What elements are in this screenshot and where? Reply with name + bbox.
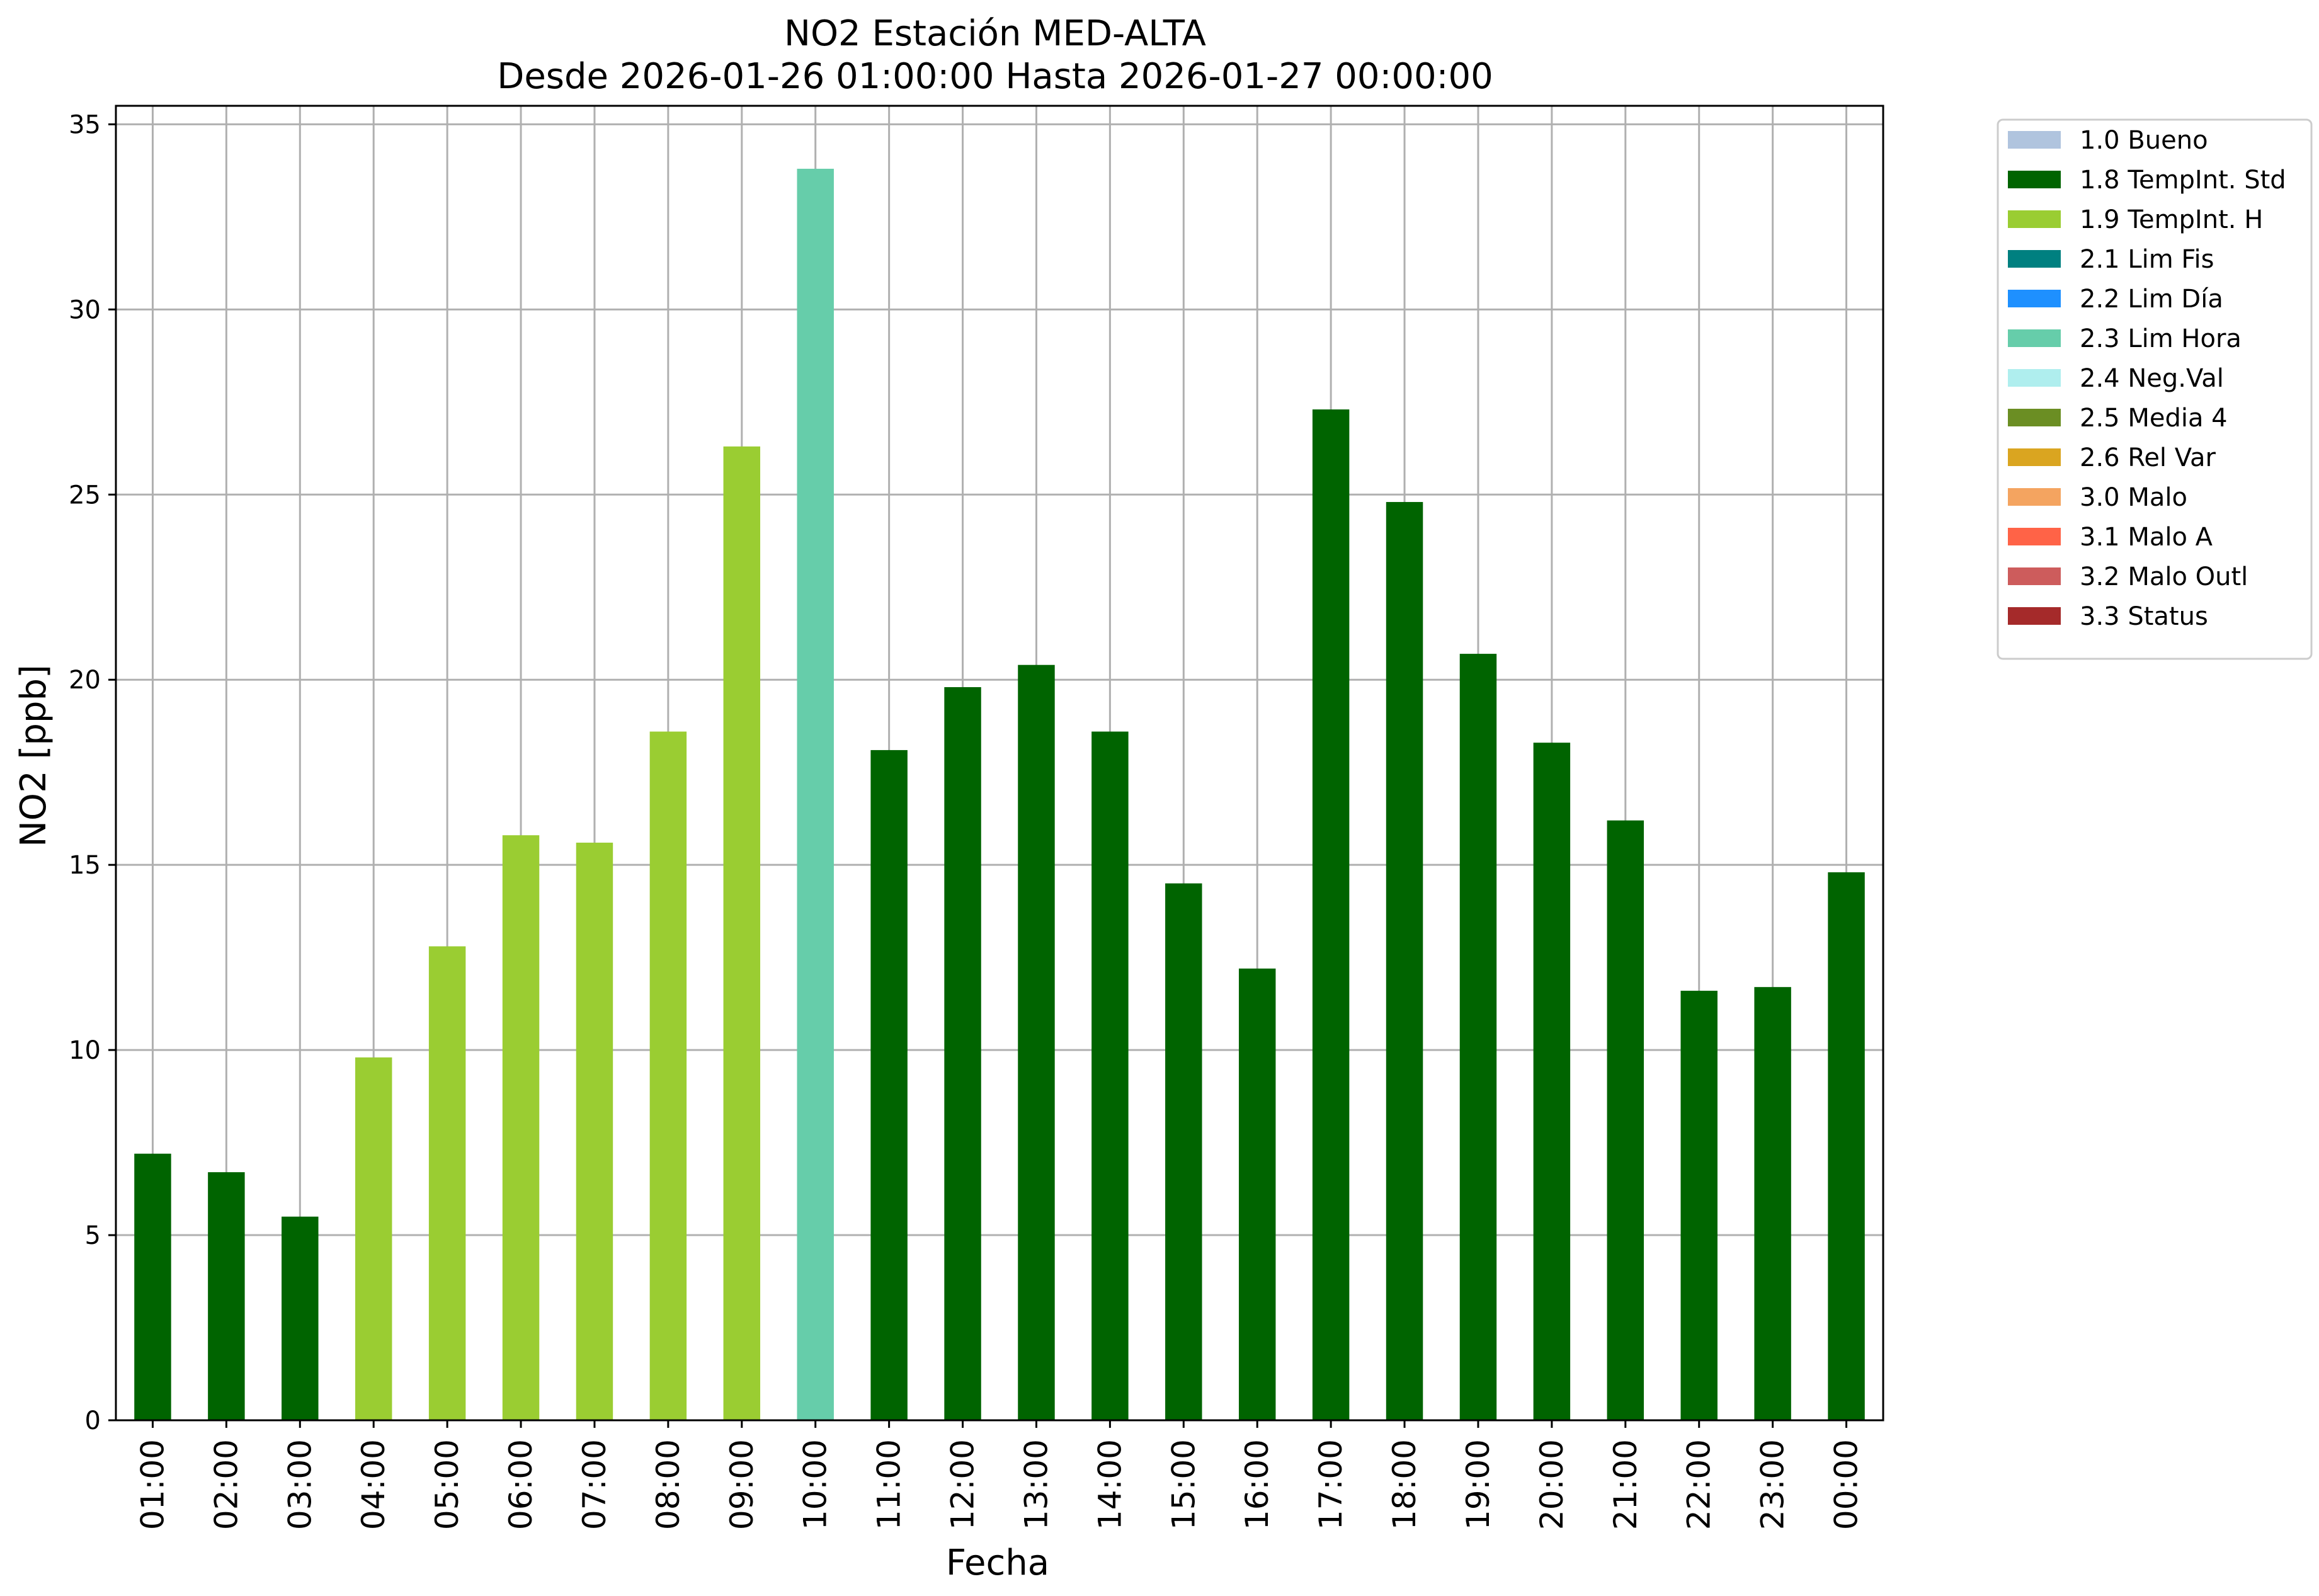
x-tick-label: 10:00 — [797, 1439, 834, 1530]
bar — [1533, 743, 1571, 1420]
legend-label: 1.9 TempInt. H — [2080, 205, 2263, 234]
bar — [1680, 991, 1718, 1420]
bar — [1607, 820, 1644, 1420]
x-tick-label: 13:00 — [1018, 1439, 1054, 1530]
x-tick-label: 15:00 — [1165, 1439, 1202, 1530]
x-tick-label: 04:00 — [355, 1439, 392, 1530]
y-tick-label: 5 — [85, 1221, 101, 1250]
y-axis-ticks: 0 5 10 15 20 25 30 35 — [69, 110, 116, 1435]
bar — [1312, 409, 1350, 1420]
legend-swatch — [2008, 329, 2061, 347]
legend-label: 1.0 Bueno — [2080, 126, 2208, 155]
y-tick-label: 30 — [69, 295, 101, 324]
x-tick-label: 07:00 — [576, 1439, 613, 1530]
bar — [1754, 987, 1791, 1420]
bars-group — [134, 168, 1865, 1420]
bar — [282, 1216, 319, 1420]
x-tick-label: 14:00 — [1091, 1439, 1128, 1530]
x-tick-label: 17:00 — [1313, 1439, 1349, 1530]
x-tick-label: 22:00 — [1681, 1439, 1718, 1530]
x-tick-label: 20:00 — [1534, 1439, 1570, 1530]
legend-label: 2.5 Media 4 — [2080, 404, 2228, 433]
legend-box — [1997, 118, 2313, 660]
legend-swatch — [2008, 369, 2061, 387]
legend-swatch — [2008, 528, 2061, 545]
x-axis-ticks: 01:00 02:00 03:00 04:00 05:00 06:00 07:00 08:00… — [134, 1420, 1865, 1530]
legend-label: 3.1 Malo A — [2080, 523, 2213, 552]
bar — [1386, 502, 1423, 1420]
bar — [208, 1172, 245, 1420]
legend: 1.0 Bueno 1.8 TempInt. Std 1.9 TempInt. H 2… — [1997, 118, 2313, 660]
x-tick-label: 21:00 — [1607, 1439, 1644, 1530]
bar — [134, 1153, 171, 1420]
x-tick-label: 16:00 — [1239, 1439, 1275, 1530]
bar — [502, 835, 540, 1420]
legend-label: 3.3 Status — [2080, 602, 2208, 631]
y-tick-label: 35 — [69, 110, 101, 139]
bar — [428, 946, 466, 1420]
y-tick-label: 15 — [69, 851, 101, 880]
bar — [723, 446, 761, 1420]
x-tick-label: 19:00 — [1460, 1439, 1496, 1530]
y-axis-label: NO2 [ppb] — [13, 664, 54, 847]
bar — [944, 687, 981, 1420]
bar — [797, 168, 834, 1420]
plot-frame — [115, 105, 1884, 1422]
x-tick-label: 02:00 — [208, 1439, 244, 1530]
x-axis-label: Fecha — [946, 1542, 1049, 1583]
bar — [1828, 872, 1865, 1420]
legend-swatch — [2008, 607, 2061, 625]
bar — [1459, 654, 1497, 1420]
x-tick-label: 23:00 — [1755, 1439, 1791, 1530]
legend-swatch — [2008, 210, 2061, 228]
bar — [355, 1057, 392, 1420]
legend-label: 3.0 Malo — [2080, 483, 2187, 512]
chart-title: NO2 Estación MED-ALTA — [784, 13, 1206, 54]
bar — [649, 731, 687, 1420]
x-tick-label: 05:00 — [429, 1439, 465, 1530]
x-tick-label: 12:00 — [945, 1439, 981, 1530]
bar — [870, 750, 908, 1420]
legend-swatch — [2008, 488, 2061, 506]
chart-subtitle: Desde 2026-01-26 01:00:00 Hasta 2026-01-… — [497, 56, 1493, 97]
y-tick-label: 10 — [69, 1036, 101, 1065]
legend-swatch — [2008, 290, 2061, 307]
x-tick-label: 08:00 — [650, 1439, 687, 1530]
bar — [576, 842, 613, 1420]
legend-swatch — [2008, 409, 2061, 426]
x-tick-label: 18:00 — [1386, 1439, 1423, 1530]
legend-swatch — [2008, 131, 2061, 149]
bar — [1018, 664, 1055, 1420]
x-tick-label: 09:00 — [724, 1439, 760, 1530]
legend-swatch — [2008, 448, 2061, 466]
x-tick-label: 06:00 — [503, 1439, 539, 1530]
bar — [1238, 968, 1276, 1420]
legend-swatch — [2008, 250, 2061, 268]
bar — [1091, 731, 1129, 1420]
y-tick-label: 25 — [69, 481, 101, 510]
y-tick-label: 20 — [69, 666, 101, 695]
legend-label: 2.1 Lim Fis — [2080, 245, 2214, 274]
legend-label: 2.3 Lim Hora — [2080, 324, 2242, 353]
y-tick-label: 0 — [85, 1406, 101, 1435]
x-tick-label: 00:00 — [1828, 1439, 1865, 1530]
legend-label: 1.8 TempInt. Std — [2080, 166, 2286, 195]
x-tick-label: 01:00 — [134, 1439, 171, 1530]
legend-label: 2.4 Neg.Val — [2080, 364, 2224, 393]
x-tick-label: 03:00 — [282, 1439, 318, 1530]
legend-label: 3.2 Malo Outl — [2080, 562, 2248, 591]
x-tick-label: 11:00 — [871, 1439, 908, 1530]
legend-swatch — [2008, 171, 2061, 188]
bar — [1165, 883, 1202, 1420]
legend-label: 2.6 Rel Var — [2080, 443, 2216, 472]
legend-swatch — [2008, 567, 2061, 585]
legend-label: 2.2 Lim Día — [2080, 285, 2223, 314]
